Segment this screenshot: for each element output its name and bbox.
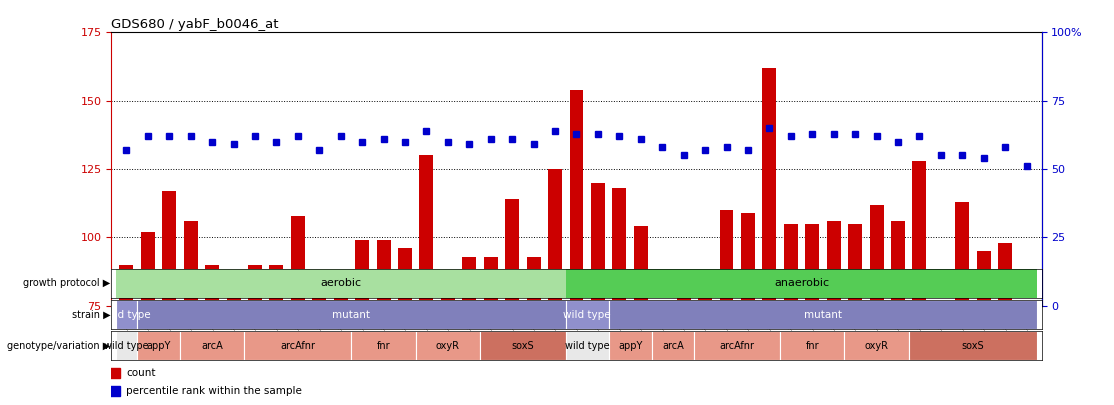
Bar xyxy=(119,265,134,405)
Bar xyxy=(506,199,519,405)
Bar xyxy=(334,279,348,405)
Text: oxyR: oxyR xyxy=(436,341,460,351)
Bar xyxy=(351,331,416,360)
Bar xyxy=(355,240,369,405)
Bar xyxy=(244,331,351,360)
Bar xyxy=(566,331,608,360)
Bar xyxy=(180,331,244,360)
Bar xyxy=(780,331,844,360)
Text: arcA: arcA xyxy=(202,341,223,351)
Text: soxS: soxS xyxy=(511,341,535,351)
Bar xyxy=(741,213,755,405)
Text: percentile rank within the sample: percentile rank within the sample xyxy=(126,386,302,396)
Bar xyxy=(416,331,480,360)
Text: count: count xyxy=(126,368,156,377)
Bar xyxy=(527,257,540,405)
Bar xyxy=(613,188,626,405)
Text: strain ▶: strain ▶ xyxy=(71,310,110,320)
Text: oxyR: oxyR xyxy=(864,341,889,351)
Bar xyxy=(634,226,647,405)
Text: genotype/variation ▶: genotype/variation ▶ xyxy=(7,341,110,351)
Bar xyxy=(137,331,180,360)
Text: mutant: mutant xyxy=(332,310,371,320)
Bar xyxy=(977,251,990,405)
Bar xyxy=(398,248,412,405)
Bar xyxy=(248,265,262,405)
Bar xyxy=(480,331,566,360)
Text: wild type: wild type xyxy=(564,310,610,320)
Bar xyxy=(566,300,608,329)
Bar xyxy=(116,300,137,329)
Bar xyxy=(912,161,927,405)
Bar xyxy=(566,269,1037,298)
Bar xyxy=(720,210,733,405)
Bar xyxy=(870,205,883,405)
Text: fnr: fnr xyxy=(377,341,390,351)
Text: arcA: arcA xyxy=(662,341,684,351)
Bar xyxy=(548,169,563,405)
Text: aerobic: aerobic xyxy=(320,279,361,288)
Bar xyxy=(184,221,197,405)
Text: mutant: mutant xyxy=(804,310,842,320)
Bar xyxy=(116,269,566,298)
Bar xyxy=(956,202,969,405)
Bar xyxy=(291,215,305,405)
Bar xyxy=(420,156,433,405)
Bar xyxy=(698,298,712,405)
Bar xyxy=(137,300,566,329)
Text: wild type: wild type xyxy=(102,310,150,320)
Bar xyxy=(891,221,905,405)
Bar xyxy=(805,224,819,405)
Bar xyxy=(652,331,694,360)
Text: arcAfnr: arcAfnr xyxy=(720,341,755,351)
Bar xyxy=(226,289,241,405)
Bar xyxy=(844,331,909,360)
Text: appY: appY xyxy=(618,341,643,351)
Bar xyxy=(483,257,498,405)
Bar xyxy=(676,284,691,405)
Bar xyxy=(608,300,1037,329)
Bar xyxy=(590,183,605,405)
Bar xyxy=(205,265,219,405)
Bar xyxy=(694,331,780,360)
Text: growth protocol ▶: growth protocol ▶ xyxy=(23,279,110,288)
Bar xyxy=(270,265,283,405)
Bar xyxy=(998,243,1013,405)
Bar xyxy=(140,232,155,405)
Text: wild type: wild type xyxy=(104,341,148,351)
Text: GDS680 / yabF_b0046_at: GDS680 / yabF_b0046_at xyxy=(111,18,278,31)
Bar xyxy=(784,224,798,405)
Bar xyxy=(312,298,326,405)
Text: arcAfnr: arcAfnr xyxy=(281,341,315,351)
Bar xyxy=(934,374,948,405)
Bar xyxy=(608,331,652,360)
Text: anaerobic: anaerobic xyxy=(774,279,829,288)
Bar xyxy=(848,224,862,405)
Bar xyxy=(462,257,477,405)
Text: wild type: wild type xyxy=(565,341,609,351)
Bar xyxy=(762,68,776,405)
Bar xyxy=(655,306,670,405)
Bar xyxy=(827,221,841,405)
Bar xyxy=(163,191,176,405)
Text: fnr: fnr xyxy=(805,341,819,351)
Bar xyxy=(1019,303,1034,405)
Text: appY: appY xyxy=(146,341,170,351)
Bar xyxy=(116,331,137,360)
Text: soxS: soxS xyxy=(961,341,985,351)
Bar xyxy=(569,90,584,405)
Bar xyxy=(441,273,455,405)
Bar xyxy=(909,331,1037,360)
Bar xyxy=(377,240,391,405)
